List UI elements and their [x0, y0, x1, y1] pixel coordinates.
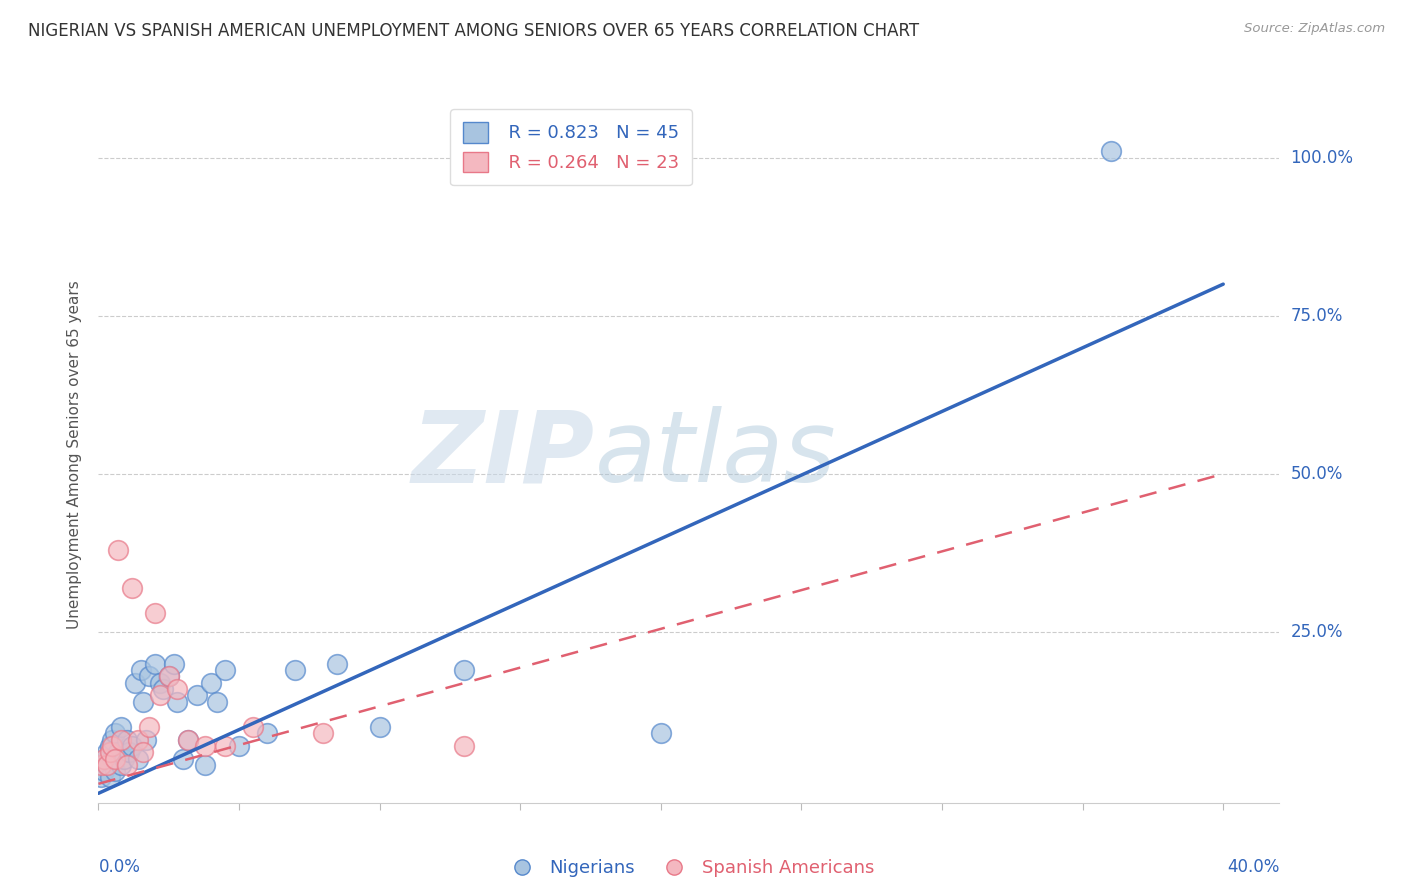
Point	[242, 720, 264, 734]
Point	[118, 745, 141, 759]
Point	[326, 657, 349, 671]
Point	[104, 751, 127, 765]
Point	[157, 669, 180, 683]
Point	[101, 739, 124, 753]
Point	[172, 751, 194, 765]
Point	[98, 739, 121, 753]
Point	[152, 681, 174, 696]
Point	[104, 726, 127, 740]
Point	[214, 739, 236, 753]
Point	[143, 657, 166, 671]
Point	[107, 745, 129, 759]
Point	[121, 581, 143, 595]
Point	[177, 732, 200, 747]
Text: Source: ZipAtlas.com: Source: ZipAtlas.com	[1244, 22, 1385, 36]
Point	[284, 663, 307, 677]
Point	[129, 663, 152, 677]
Point	[127, 732, 149, 747]
Point	[166, 695, 188, 709]
Point	[112, 751, 135, 765]
Point	[166, 681, 188, 696]
Point	[368, 720, 391, 734]
Point	[93, 751, 115, 765]
Point	[98, 771, 121, 785]
Point	[214, 663, 236, 677]
Point	[200, 675, 222, 690]
Point	[110, 732, 132, 747]
Point	[157, 669, 180, 683]
Point	[186, 688, 208, 702]
Point	[149, 675, 172, 690]
Point	[132, 695, 155, 709]
Point	[96, 745, 118, 759]
Point	[115, 732, 138, 747]
Point	[104, 764, 127, 779]
Text: 0.0%: 0.0%	[98, 858, 141, 877]
Point	[107, 542, 129, 557]
Point	[124, 675, 146, 690]
Point	[138, 720, 160, 734]
Point	[101, 732, 124, 747]
Point	[93, 764, 115, 779]
Point	[228, 739, 250, 753]
Point	[93, 751, 115, 765]
Point	[110, 720, 132, 734]
Point	[312, 726, 335, 740]
Point	[115, 757, 138, 772]
Point	[205, 695, 228, 709]
Point	[256, 726, 278, 740]
Point	[453, 739, 475, 753]
Point	[135, 732, 157, 747]
Point	[96, 757, 118, 772]
Point	[90, 757, 112, 772]
Point	[110, 757, 132, 772]
Text: 25.0%: 25.0%	[1291, 623, 1343, 641]
Point	[96, 757, 118, 772]
Point	[121, 739, 143, 753]
Point	[194, 757, 217, 772]
Text: 40.0%: 40.0%	[1227, 858, 1279, 877]
Point	[138, 669, 160, 683]
Point	[149, 688, 172, 702]
Y-axis label: Unemployment Among Seniors over 65 years: Unemployment Among Seniors over 65 years	[67, 281, 83, 629]
Point	[90, 771, 112, 785]
Point	[194, 739, 217, 753]
Point	[453, 663, 475, 677]
Point	[132, 745, 155, 759]
Point	[127, 751, 149, 765]
Text: 75.0%: 75.0%	[1291, 307, 1343, 325]
Point	[163, 657, 186, 671]
Text: NIGERIAN VS SPANISH AMERICAN UNEMPLOYMENT AMONG SENIORS OVER 65 YEARS CORRELATIO: NIGERIAN VS SPANISH AMERICAN UNEMPLOYMEN…	[28, 22, 920, 40]
Point	[650, 726, 672, 740]
Text: ZIP: ZIP	[412, 407, 595, 503]
Point	[98, 745, 121, 759]
Text: atlas: atlas	[595, 407, 837, 503]
Legend: Nigerians, Spanish Americans: Nigerians, Spanish Americans	[496, 852, 882, 884]
Text: 50.0%: 50.0%	[1291, 465, 1343, 483]
Point	[101, 751, 124, 765]
Text: 100.0%: 100.0%	[1291, 149, 1354, 167]
Point	[143, 606, 166, 620]
Point	[1099, 145, 1122, 159]
Point	[177, 732, 200, 747]
